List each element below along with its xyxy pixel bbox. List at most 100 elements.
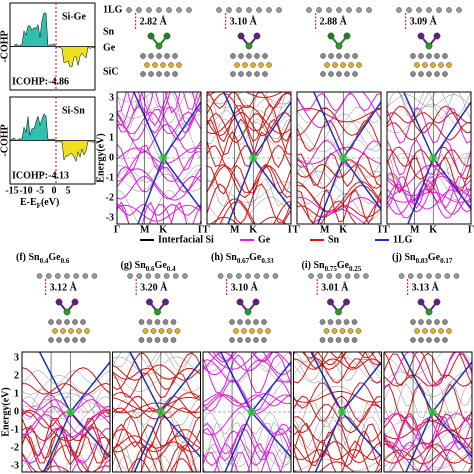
band xyxy=(387,103,471,134)
band xyxy=(22,375,110,395)
label-prefix: (i) Sn xyxy=(302,260,326,271)
band xyxy=(112,377,201,393)
atom xyxy=(340,62,346,68)
atom xyxy=(335,308,342,316)
atom xyxy=(150,328,157,334)
atom xyxy=(244,308,252,316)
legend-label: Interfacial Si xyxy=(158,234,214,245)
atom xyxy=(146,319,153,325)
band xyxy=(384,449,472,465)
atom xyxy=(352,53,358,59)
atom xyxy=(414,328,420,334)
band xyxy=(22,396,110,413)
energy-tick: 1 xyxy=(109,132,114,143)
atom xyxy=(319,337,326,343)
atom xyxy=(148,53,154,59)
energy-tick: 0 xyxy=(109,152,114,163)
atom xyxy=(160,62,166,68)
xlabel-unit: (eV) xyxy=(41,197,59,208)
band xyxy=(22,382,110,395)
band xyxy=(297,188,381,224)
atom xyxy=(346,7,352,13)
atom xyxy=(418,71,424,77)
band-frame xyxy=(202,351,292,473)
atom xyxy=(229,337,235,343)
atom xyxy=(254,71,260,77)
k-label: K xyxy=(249,224,257,235)
atom xyxy=(326,273,333,279)
bands xyxy=(384,352,472,472)
label-prefix: (h) Sn xyxy=(211,252,237,263)
atom xyxy=(456,7,462,13)
energy-label: Energy(eV) xyxy=(0,387,11,436)
k-label: Γ xyxy=(114,224,120,235)
distance: 3.10 Å xyxy=(230,15,258,27)
atom xyxy=(444,273,451,279)
band xyxy=(25,450,110,472)
band-frame xyxy=(386,91,472,225)
dirac-point xyxy=(247,408,256,416)
band xyxy=(384,371,472,397)
band xyxy=(387,156,471,194)
legend-label: Sn xyxy=(328,234,340,245)
atom xyxy=(76,328,82,334)
atom xyxy=(142,328,149,334)
atom xyxy=(246,71,252,77)
band xyxy=(207,121,291,140)
atom xyxy=(72,319,78,325)
xlabel-main: E-E xyxy=(20,197,37,208)
atom xyxy=(80,319,86,325)
panel-label: (h) Sn0.67Ge0.33 xyxy=(211,252,274,264)
atom xyxy=(245,319,251,325)
band xyxy=(203,430,291,467)
energy-tick: -2 xyxy=(106,192,114,203)
dirac-point xyxy=(429,154,438,162)
atom xyxy=(174,328,181,334)
atom xyxy=(328,71,334,77)
bond-label: Si-Sn xyxy=(62,105,85,116)
band xyxy=(297,140,381,168)
atom xyxy=(144,62,150,68)
band xyxy=(303,352,382,369)
label-sub: 0.4 xyxy=(40,257,49,265)
atom xyxy=(230,71,236,77)
atom xyxy=(253,337,259,343)
atom xyxy=(356,62,362,68)
atom xyxy=(261,337,267,343)
band-frame xyxy=(296,91,382,225)
atom xyxy=(56,337,62,343)
band xyxy=(384,374,472,387)
atom xyxy=(426,71,432,77)
atom xyxy=(398,273,405,279)
label-prefix: (g) Sn xyxy=(121,260,147,271)
atom xyxy=(442,319,448,325)
band xyxy=(112,395,201,413)
band xyxy=(387,111,471,124)
distance: 3.12 Å xyxy=(50,281,78,293)
atom xyxy=(168,62,174,68)
band xyxy=(22,392,110,407)
panel-label: (g) Sn0.6Ge0.4 xyxy=(121,260,177,272)
atom xyxy=(155,42,163,50)
k-label: Γ xyxy=(378,224,384,235)
energy-tick: 3 xyxy=(109,92,114,103)
atom xyxy=(343,319,350,325)
atom xyxy=(276,7,282,13)
atom xyxy=(320,71,326,77)
band xyxy=(117,111,201,135)
atom xyxy=(80,337,86,343)
band xyxy=(207,103,291,143)
atom xyxy=(158,328,165,334)
label-sub: 0.75 xyxy=(325,265,338,273)
band xyxy=(387,107,471,144)
label-mid: Ge xyxy=(48,252,61,263)
band xyxy=(203,442,291,472)
band xyxy=(112,391,201,420)
atom xyxy=(146,7,152,13)
atom xyxy=(396,7,402,13)
band xyxy=(207,92,291,110)
atom xyxy=(254,273,260,279)
k-label: Γ xyxy=(384,224,390,235)
band xyxy=(117,175,201,200)
band xyxy=(384,429,472,461)
